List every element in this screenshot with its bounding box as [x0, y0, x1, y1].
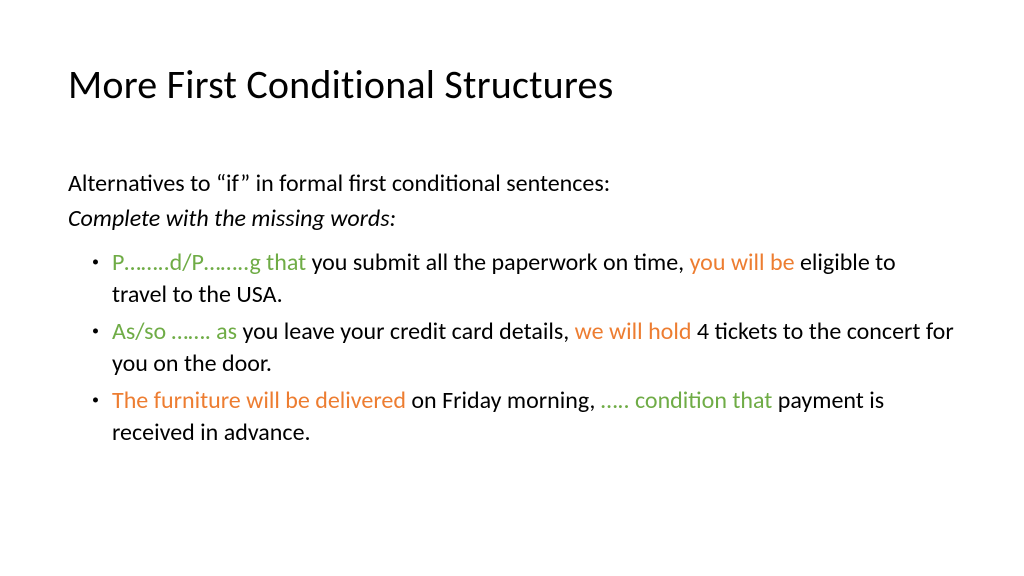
- bullet-item: P……..d/P……..g that you submit all the pa…: [92, 247, 956, 312]
- text-fragment: you will be: [690, 248, 800, 277]
- slide-subtitle: Alternatives to “if” in formal first con…: [68, 169, 956, 198]
- slide-title: More First Conditional Structures: [68, 60, 956, 109]
- text-fragment: The furniture will be delivered: [112, 386, 411, 415]
- text-fragment: we will hold: [575, 317, 697, 346]
- text-fragment: As/so ……. as: [112, 317, 243, 346]
- bullet-item: As/so ……. as you leave your credit card …: [92, 316, 956, 381]
- text-fragment: ….. condition that: [601, 386, 778, 415]
- bullet-item: The furniture will be delivered on Frida…: [92, 385, 956, 450]
- text-fragment: you leave your credit card details,: [243, 317, 575, 346]
- bullet-list: P……..d/P……..g that you submit all the pa…: [68, 247, 956, 449]
- text-fragment: on Friday morning,: [411, 386, 600, 415]
- text-fragment: P……..d/P……..g that: [112, 248, 312, 277]
- text-fragment: you submit all the paperwork on time,: [312, 248, 690, 277]
- slide-instruction: Complete with the missing words:: [68, 204, 956, 233]
